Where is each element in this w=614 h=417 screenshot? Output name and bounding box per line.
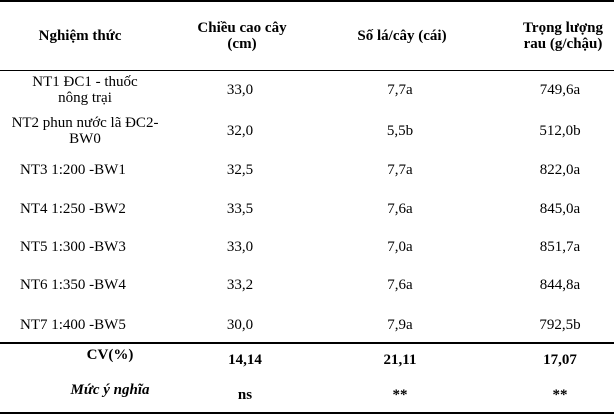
row-5-weight: 851,7a (539, 239, 581, 255)
row-5-height: 33,0 (226, 239, 254, 255)
cv-height: 14,14 (228, 352, 262, 368)
row-6-treatment: NT6 1:350 -BW4 (20, 277, 126, 293)
row-3-weight: 822,0a (539, 162, 581, 178)
header-treatment: Nghiệm thức (38, 28, 122, 44)
row-6-weight: 844,8a (539, 277, 581, 293)
row-7-weight: 792,5b (539, 317, 581, 333)
header-weight: Trọng lượng rau (g/chậu) (523, 20, 603, 52)
row-1-weight: 749,6a (539, 82, 581, 98)
row-2-weight: 512,0b (539, 123, 581, 139)
cv-weight: 17,07 (543, 352, 577, 368)
bottom-rule (0, 412, 614, 414)
header-rule (0, 70, 614, 71)
row-7-treatment: NT7 1:400 -BW5 (20, 317, 126, 333)
row-5-leaves: 7,0a (387, 239, 413, 255)
row-4-height: 33,5 (226, 201, 254, 217)
row-7-leaves: 7,9a (387, 317, 413, 333)
significance-weight: ** (552, 387, 568, 403)
row-3-height: 32,5 (226, 162, 254, 178)
significance-height: ns (237, 387, 253, 403)
cv-leaves: 21,11 (383, 352, 417, 368)
row-7-height: 30,0 (226, 317, 254, 333)
row-4-leaves: 7,6a (387, 201, 413, 217)
row-3-leaves: 7,7a (387, 162, 413, 178)
row-3-treatment: NT3 1:200 -BW1 (20, 162, 126, 178)
row-4-treatment: NT4 1:250 -BW2 (20, 201, 126, 217)
row-4-weight: 845,0a (539, 201, 581, 217)
header-height: Chiều cao cây (cm) (197, 20, 287, 52)
cv-label: CV(%) (86, 347, 134, 363)
row-2-leaves: 5,5b (386, 123, 414, 139)
row-6-height: 33,2 (226, 277, 254, 293)
row-6-leaves: 7,6a (387, 277, 413, 293)
row-1-height: 33,0 (226, 82, 254, 98)
row-1-treatment: NT1 ĐC1 - thuốc nông trại (32, 74, 138, 106)
row-5-treatment: NT5 1:300 -BW3 (20, 239, 126, 255)
body-rule (0, 342, 614, 344)
significance-leaves: ** (392, 387, 408, 403)
significance-label: Mức ý nghĩa (70, 382, 150, 398)
row-2-treatment: NT2 phun nước lã ĐC2- BW0 (11, 115, 159, 147)
header-leaves: Số lá/cây (cái) (357, 28, 447, 44)
row-2-height: 32,0 (226, 123, 254, 139)
top-rule (0, 0, 614, 2)
row-1-leaves: 7,7a (387, 82, 413, 98)
